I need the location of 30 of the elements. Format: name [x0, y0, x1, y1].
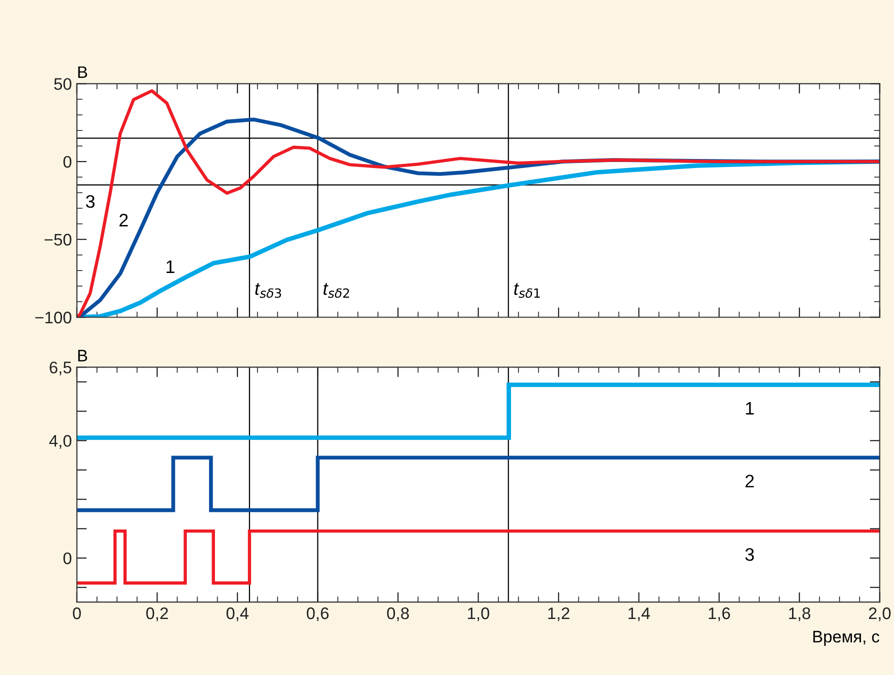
ref-line-label: t$_{sδ1}$ [514, 283, 540, 298]
y-axis-title: В [78, 66, 88, 78]
y-tick-label: 4,0 [49, 435, 72, 449]
x-tick-label: 0,6 [306, 607, 329, 622]
y-tick-label: 0 [63, 552, 72, 564]
x-tick-label: 1,2 [548, 607, 570, 622]
annotation: 3 [745, 548, 754, 561]
annotation: 2 [120, 214, 128, 226]
y-axis-title: В [78, 350, 88, 362]
x-axis-title: Время, с [813, 630, 880, 646]
ref-line-label: t$_{sδ3}$ [255, 283, 282, 298]
annotation: 1 [166, 260, 174, 273]
y-tick-label: −100 [35, 312, 72, 324]
x-tick-label: 0,8 [387, 607, 409, 622]
x-tick-label: 1,8 [789, 607, 810, 622]
x-tick-label: 0 [72, 607, 81, 620]
y-tick-label: −50 [44, 234, 72, 246]
annotation: 1 [746, 402, 754, 414]
y-tick-label: 6,5 [50, 362, 72, 376]
x-tick-label: 0,2 [146, 607, 168, 622]
x-tick-label: 1,4 [628, 608, 650, 622]
x-tick-label: 1,0 [468, 607, 490, 622]
y-tick-label: 50 [54, 78, 72, 90]
x-tick-label: 1,6 [708, 607, 730, 622]
x-tick-label: 0,4 [226, 607, 249, 622]
annotation: 3 [86, 195, 95, 208]
y-tick-label: 0 [63, 156, 72, 168]
ref-line-label: t$_{sδ2}$ [324, 283, 350, 298]
x-tick-label: 2,0 [868, 607, 891, 622]
annotation: 2 [746, 474, 754, 488]
